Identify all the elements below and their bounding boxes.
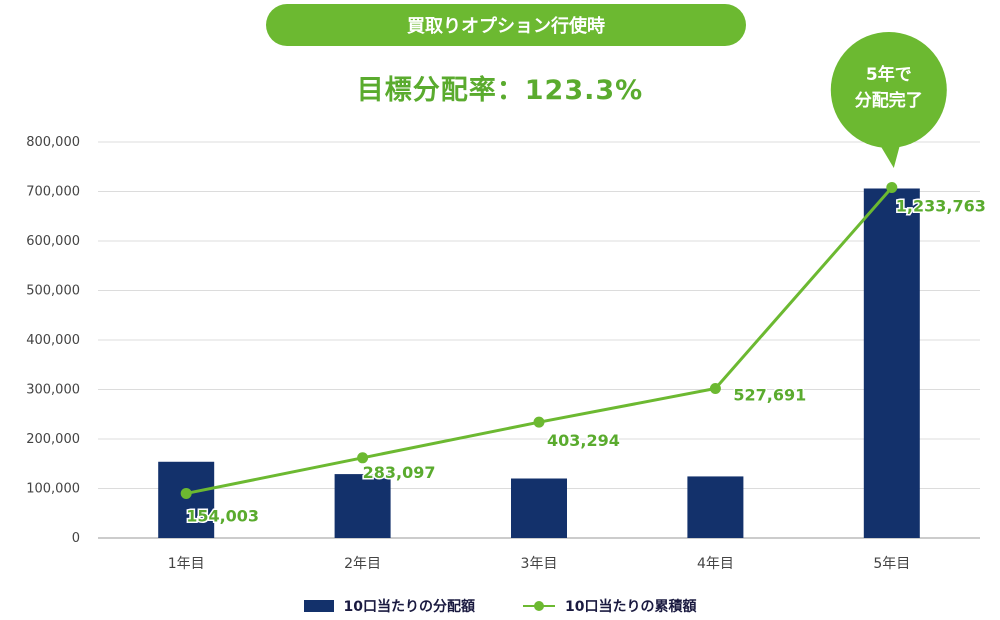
y-tick-label: 500,000 [26, 284, 80, 299]
x-tick-label: 5年目 [873, 556, 910, 572]
callout-pointer [875, 138, 902, 168]
y-tick-label: 600,000 [26, 234, 80, 249]
bar [334, 474, 391, 538]
line-point [886, 182, 898, 194]
data-label: 283,097 [363, 463, 436, 482]
line-point [709, 383, 721, 395]
data-label: 403,294 [547, 431, 620, 450]
callout-line1: 5年で [866, 64, 912, 85]
distribution-chart: 0 100,000 200,000 300,000 400,000 500,000 600,… [26, 32, 987, 572]
x-tick-label: 3年目 [521, 556, 558, 572]
callout-bubble [830, 32, 947, 148]
y-tick-label: 800,000 [26, 135, 80, 150]
bar [158, 461, 215, 538]
y-tick-label: 300,000 [26, 383, 80, 398]
x-tick-label: 1年目 [168, 556, 205, 572]
chart-legend: 10口当たりの分配額 10口当たりの累積額 [0, 596, 1000, 616]
target-distribution-rate: 目標分配率：123.3% [356, 75, 644, 106]
line-point [180, 487, 192, 499]
bar [511, 478, 567, 538]
data-label: 1,233,763 [896, 197, 986, 216]
y-tick-label: 100,000 [26, 482, 80, 497]
y-tick-label: 400,000 [26, 333, 80, 348]
option-exercise-label: 買取りオプション行使時 [407, 16, 605, 37]
callout-line2: 分配完了 [855, 90, 923, 111]
bar [863, 188, 920, 538]
line-point [357, 452, 369, 464]
legend-item-cumulative: 10口当たりの累積額 [523, 596, 696, 616]
x-tick-label: 2年目 [344, 556, 381, 572]
legend-bar-swatch [303, 600, 334, 612]
bar [687, 476, 744, 538]
option-exercise-banner: 買取りオプション行使時 [266, 4, 746, 46]
y-tick-label: 200,000 [26, 432, 80, 447]
data-label: 154,003 [186, 506, 259, 525]
legend-line-swatch [523, 600, 555, 612]
y-tick-label: 700,000 [26, 185, 80, 200]
legend-label-distribution: 10口当たりの分配額 [343, 599, 475, 615]
legend-label-cumulative: 10口当たりの累積額 [565, 599, 697, 615]
y-tick-label: 0 [72, 531, 80, 546]
x-tick-label: 4年目 [697, 556, 734, 572]
line-point [533, 416, 545, 428]
legend-item-distribution: 10口当たりの分配額 [303, 596, 475, 616]
data-label: 527,691 [733, 386, 806, 405]
